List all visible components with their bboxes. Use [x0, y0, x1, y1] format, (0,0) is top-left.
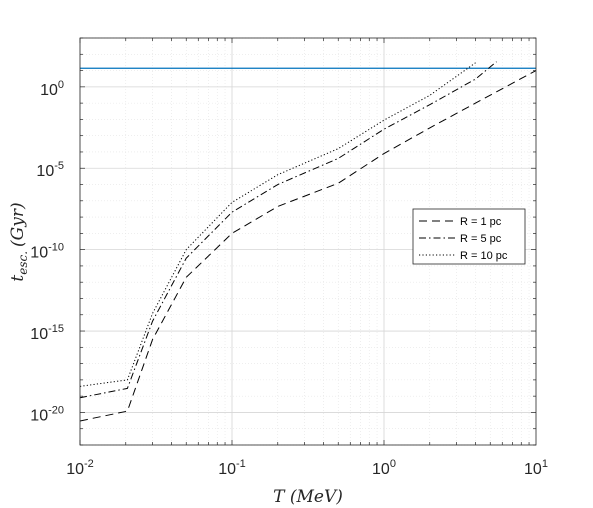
x-tick-label-base: 10 [372, 461, 390, 478]
x-tick-label-exponent: 1 [542, 458, 548, 470]
y-tick-label: 10-10 [30, 242, 64, 262]
y-tick-label: 10-20 [30, 404, 64, 424]
legend-box [412, 208, 526, 265]
x-tick-label: 100 [372, 458, 396, 478]
legend-label-3: R = 10 pc [460, 250, 508, 262]
y-tick-label-base: 10 [36, 163, 54, 180]
y-tick-label-base: 10 [30, 245, 48, 262]
x-tick-label-exponent: 0 [390, 458, 396, 470]
grid [79, 37, 536, 446]
y-tick-label: 100 [40, 79, 64, 99]
x-axis-label: T (MeV) [273, 487, 343, 507]
y-tick-label-base: 10 [30, 326, 48, 343]
x-tick-label: 101 [524, 458, 548, 478]
y-tick-label-exponent: -15 [48, 323, 64, 335]
x-tick-label: 10-2 [66, 458, 94, 478]
y-axis-label-unit: (Gyr) [8, 202, 28, 247]
x-tick-label-exponent: -1 [236, 458, 246, 470]
x-tick-labels: 10-2 10-1 100 101 [66, 458, 548, 478]
x-axis-label-var: T [273, 487, 286, 507]
series-line-2 [80, 61, 497, 399]
legend-label-1: R = 1 pc [460, 216, 502, 228]
ticks [79, 37, 536, 446]
y-tick-label: 10-15 [30, 323, 64, 343]
series-layer [80, 61, 536, 422]
y-tick-label-exponent: 0 [58, 79, 64, 91]
y-tick-label-exponent: -5 [54, 160, 64, 172]
x-axis-label-unit: (MeV) [290, 487, 343, 507]
x-tick-label-exponent: -2 [84, 458, 94, 470]
legend: R = 1 pc R = 5 pc R = 10 pc [412, 208, 526, 265]
y-tick-label-base: 10 [30, 407, 48, 424]
plot-frame [79, 37, 537, 446]
y-axis-label-var: t [8, 275, 28, 282]
legend-label-2: R = 5 pc [460, 233, 502, 245]
x-tick-label: 10-1 [218, 458, 246, 478]
y-tick-label-exponent: -20 [48, 404, 64, 416]
y-tick-label-base: 10 [40, 82, 58, 99]
y-axis-label-sub: esc. [16, 251, 30, 275]
x-tick-label-base: 10 [524, 461, 542, 478]
x-tick-label-base: 10 [218, 461, 236, 478]
y-axis-label: tesc. (Gyr) [8, 202, 30, 281]
y-tick-label-exponent: -10 [48, 242, 64, 254]
x-tick-label-base: 10 [66, 461, 84, 478]
series-line-1 [80, 70, 536, 422]
y-tick-label: 10-5 [36, 160, 64, 180]
series-line-3 [80, 62, 476, 387]
